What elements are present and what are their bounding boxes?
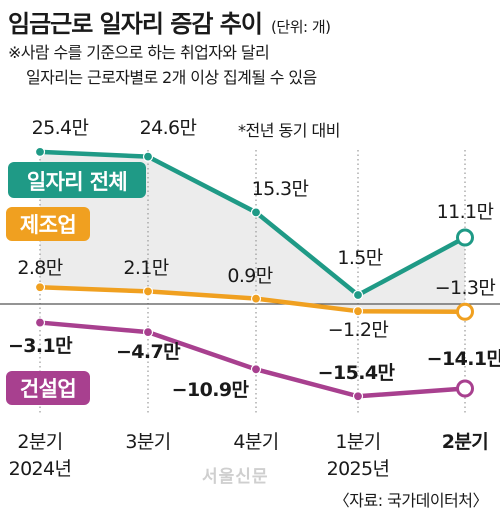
legend-manufacturing-tag-label: 제조업: [20, 213, 76, 237]
chart-title: 임금근로 일자리 증감 추이: [8, 10, 263, 38]
data-label-manufacturing-4: −1.3만: [435, 277, 496, 299]
point-total-4: [456, 228, 474, 247]
data-label-construction-3: −15.4만: [318, 362, 396, 384]
series-line-construction: [39, 320, 466, 399]
source-label: 〈자료: 국가데이터처〉: [333, 491, 489, 510]
data-label-manufacturing-3: −1.2만: [328, 319, 389, 341]
legend-total-tag: [8, 162, 146, 198]
point-total-1: [142, 151, 154, 162]
point-construction-4: [456, 379, 474, 398]
x-year-label-3: 2025년: [327, 458, 390, 480]
legend-construction-tag: [6, 371, 90, 405]
unit-label: (단위: 개): [271, 18, 331, 36]
point-total-2: [250, 207, 262, 218]
data-label-total-3: 1.5만: [337, 247, 382, 269]
footnote-line-1: ※사람 수를 기준으로 하는 취업자와 달리: [8, 43, 270, 62]
point-construction-3: [352, 391, 364, 402]
data-label-total-4: 11.1만: [437, 201, 494, 223]
data-label-construction-0: −3.1만: [8, 335, 73, 357]
x-year-label-0: 2024년: [9, 458, 72, 480]
x-tick-label-0: 2분기: [17, 431, 62, 453]
data-label-construction-4: −14.1만: [427, 348, 500, 370]
point-construction-0: [34, 317, 46, 328]
data-label-total-0: 25.4만: [32, 117, 89, 139]
point-total-3: [352, 289, 364, 301]
footnote-line-2: 일자리는 근로자별로 2개 이상 집계될 수 있음: [26, 68, 317, 87]
legend-manufacturing-tag: [6, 207, 90, 241]
x-tick-label-1: 3분기: [125, 431, 170, 453]
comparison-note: *전년 동기 대비: [238, 121, 341, 140]
point-total-0: [34, 146, 46, 157]
footnote: ※사람 수를 기준으로 하는 취업자와 달리 일자리는 근로자별로 2개 이상 …: [8, 40, 317, 90]
point-manufacturing-4: [456, 302, 474, 321]
data-label-manufacturing-2: 0.9만: [227, 265, 272, 287]
data-label-manufacturing-1: 2.1만: [123, 257, 168, 279]
data-label-manufacturing-0: 2.8만: [17, 257, 62, 279]
x-tick-label-4: 2분기: [442, 431, 488, 453]
data-label-construction-1: −4.7만: [116, 341, 181, 363]
title-row: 임금근로 일자리 증감 추이 (단위: 개): [8, 4, 331, 39]
point-manufacturing-0: [34, 282, 46, 293]
data-label-construction-2: −10.9만: [172, 379, 250, 401]
x-tick-label-2: 4분기: [233, 431, 278, 453]
data-label-total-2: 15.3만: [252, 178, 309, 200]
x-tick-label-3: 1분기: [335, 431, 380, 453]
point-construction-1: [142, 327, 154, 338]
legend-total-tag-label: 일자리 전체: [27, 170, 127, 194]
point-manufacturing-1: [142, 286, 154, 297]
point-manufacturing-3: [352, 306, 364, 317]
watermark: 서울신문: [202, 467, 269, 487]
legend-construction-tag-label: 건설업: [20, 377, 76, 401]
point-construction-2: [250, 364, 262, 375]
point-manufacturing-2: [250, 293, 262, 304]
data-label-total-1: 24.6만: [140, 117, 197, 139]
total-manufacturing-area: [40, 151, 465, 312]
